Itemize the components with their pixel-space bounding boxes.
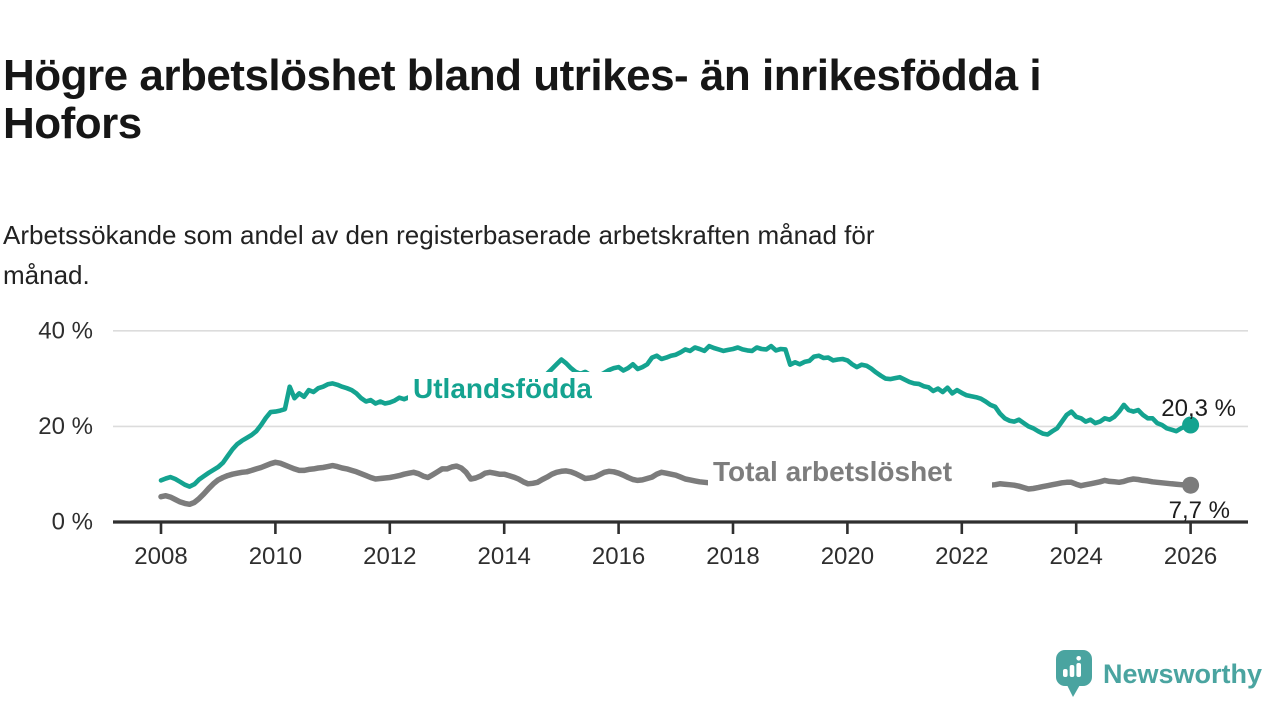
series-line-utlandsfodda [158,343,1193,489]
x-axis-label-2012: 2012 [363,543,416,570]
x-axis-label-2024: 2024 [1050,543,1103,570]
page-subtitle: Arbetssökande som andel av den registerb… [3,220,875,290]
x-axis-label-2016: 2016 [592,543,645,570]
brand-name: Newsworthy [1103,658,1263,689]
x-axis-label-2026: 2026 [1164,543,1217,570]
newsworthy-logo-icon [1056,650,1094,698]
unemployment-line-chart: 0 % 20 % 40 % Utlandsfödda Total arbetslöshe… [0,300,1280,600]
x-axis-label-2022: 2022 [935,543,988,570]
y-axis-label-40: 40 % [38,317,93,344]
x-axis-label-2018: 2018 [706,543,759,570]
x-axis-label-2020: 2020 [821,543,874,570]
series-label-mask-utlandsfodda [408,372,620,404]
series-line-total-arbetsloshet [158,459,1194,508]
page-title: Högre arbetslöshet bland utrikes- än inr… [3,51,1042,149]
newsworthy-brand: Newsworthy [1056,650,1262,698]
y-axis-label-20: 20 % [38,413,93,440]
end-value-label-utlandsfodda: 20,3 % [1161,395,1236,422]
end-dot-total-arbetsloshet [1182,476,1200,494]
series-label-utlandsfodda: Utlandsfödda [413,373,592,404]
end-dot-utlandsfodda [1182,416,1200,434]
y-axis-label-0: 0 % [52,509,93,536]
x-axis-label-2010: 2010 [249,543,302,570]
series-label-mask-total-arbetsloshet [708,453,992,493]
series-label-total-arbetsloshet: Total arbetslöshet [713,456,952,487]
x-axis-label-2008: 2008 [134,543,187,570]
chart-svg: 0 % 20 % 40 % Utlandsfödda Total arbetslöshe… [38,317,1248,570]
x-axis-label-2014: 2014 [478,543,531,570]
end-value-label-total-arbetsloshet: 7,7 % [1169,497,1230,524]
